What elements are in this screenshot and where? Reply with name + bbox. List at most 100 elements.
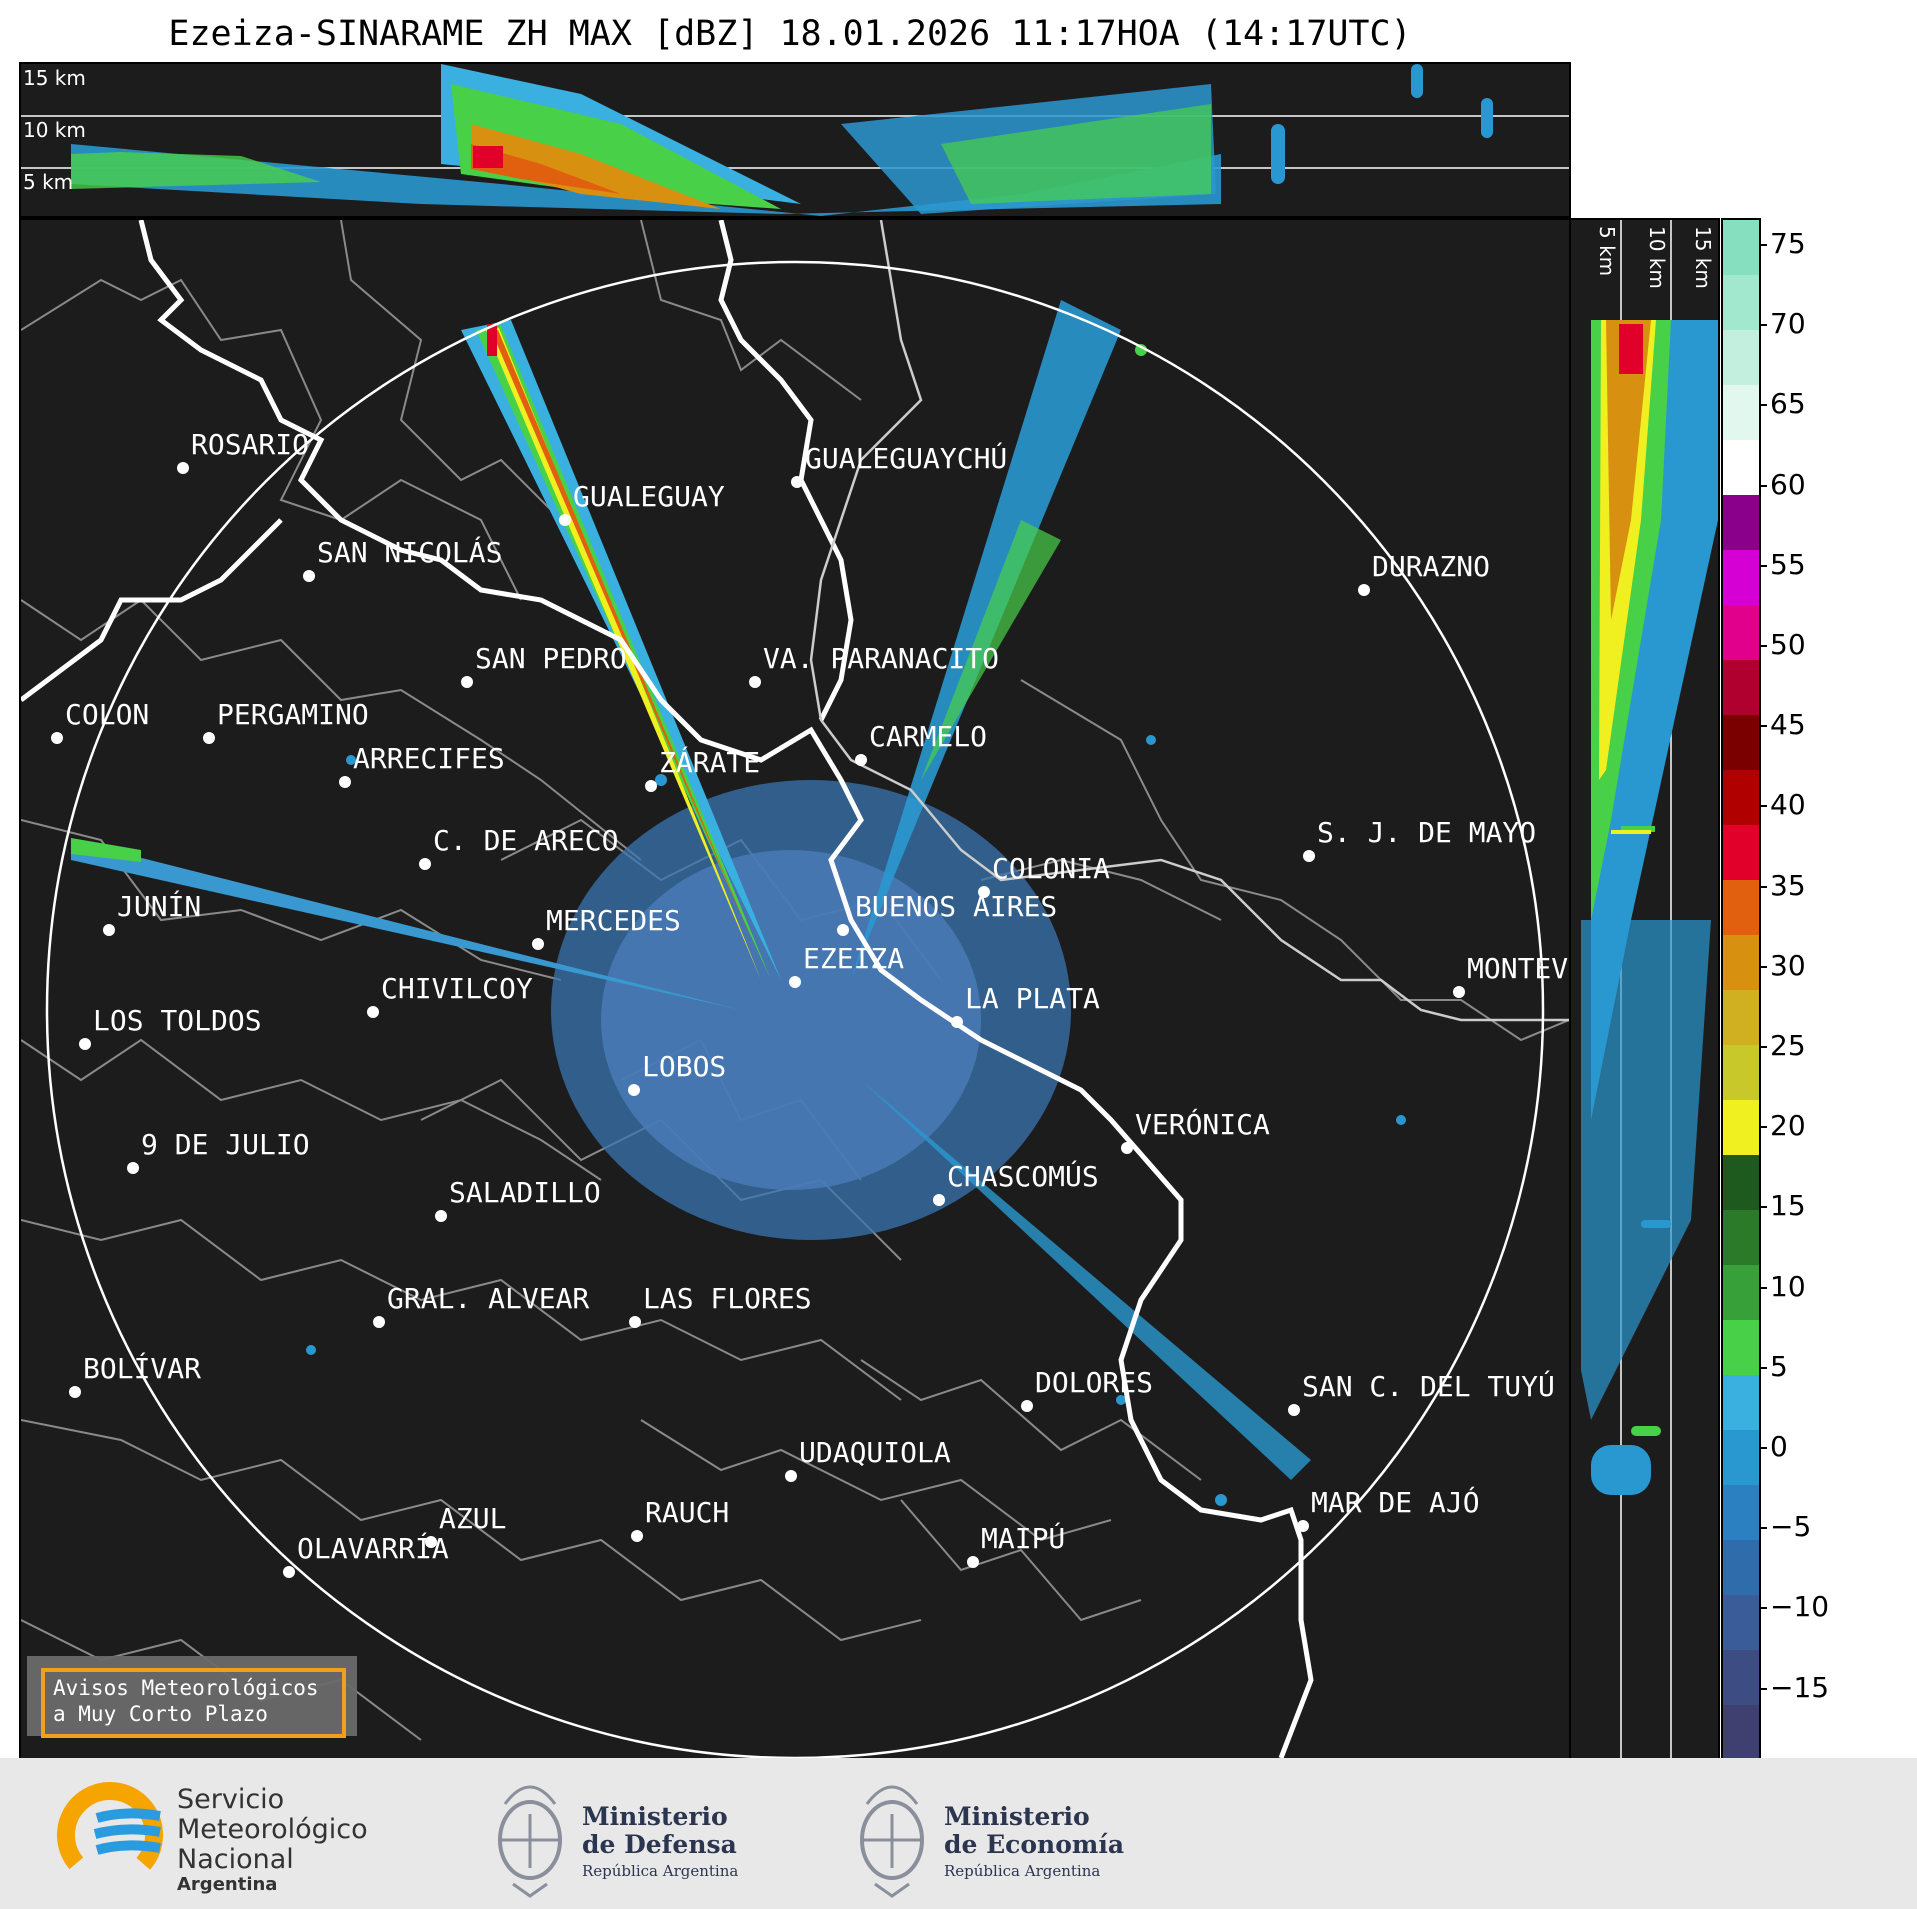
city-dot-bol-var: [69, 1386, 81, 1398]
smn-name-line4: Argentina: [177, 1874, 278, 1895]
city-label-san-c-del-tuy: SAN C. DEL TUYÚ: [1302, 1369, 1555, 1403]
city-label-chivilcoy: CHIVILCOY: [381, 972, 533, 1005]
footer: Servicio Meteorológico Nacional Argentin…: [0, 1758, 1917, 1909]
top-cross-section-plot: [21, 64, 1569, 216]
defensa-line1: Ministerio: [582, 1802, 728, 1831]
city-dot-lobos: [628, 1084, 640, 1096]
colorbar-segment: [1723, 1430, 1759, 1486]
city-label-colonia: COLONIA: [992, 852, 1110, 885]
city-label-san-pedro: SAN PEDRO: [475, 642, 627, 675]
economia-line2: de Economía: [944, 1830, 1125, 1859]
height-label-5km-right: 5 km: [1595, 226, 1619, 277]
colorbar-tick-label: 25: [1770, 1029, 1806, 1062]
colorbar-segment: [1723, 1705, 1759, 1761]
colorbar-tick-label: 30: [1770, 948, 1806, 982]
city-dot-san-c-del-tuy: [1288, 1404, 1300, 1416]
city-label-s-j-de-mayo: S. J. DE MAYO: [1317, 816, 1536, 849]
city-label-9-de-julio: 9 DE JULIO: [141, 1128, 310, 1161]
colorbar-segment: [1723, 1540, 1759, 1596]
smn-name-line1: Servicio: [177, 1784, 285, 1815]
colorbar-segment: [1723, 220, 1759, 276]
city-dot-san-pedro: [461, 676, 473, 688]
colorbar-segment: [1723, 1650, 1759, 1706]
height-label-15km: 15 km: [23, 66, 86, 90]
city-label-buenos-aires: BUENOS AIRES: [855, 890, 1057, 923]
city-label-va-paranacito: VA. PARANACITO: [763, 642, 999, 675]
city-label-rosario: ROSARIO: [191, 428, 309, 461]
colorbar-tick-mark: [1759, 1447, 1767, 1449]
city-dot-pergamino: [203, 732, 215, 744]
city-dot-mar-de-aj: [1297, 1520, 1309, 1532]
city-label-bol-var: BOLÍVAR: [83, 1351, 201, 1385]
city-dot-dolores: [1021, 1400, 1033, 1412]
city-label-san-nicol-s: SAN NICOLÁS: [317, 535, 502, 569]
city-dot-maip: [967, 1556, 979, 1568]
colorbar-segment: [1723, 275, 1759, 331]
notice-line2: a Muy Corto Plazo: [53, 1702, 268, 1726]
colorbar-tick-mark: [1759, 404, 1767, 407]
colorbar-segment: [1723, 1485, 1759, 1541]
city-dot-gral-alvear: [373, 1316, 385, 1328]
colorbar-tick-mark: [1759, 885, 1767, 888]
colorbar-tick-label: 0: [1770, 1430, 1788, 1463]
city-dot-ezeiza: [789, 976, 801, 988]
city-label-ezeiza: EZEIZA: [803, 942, 904, 975]
city-label-carmelo: CARMELO: [869, 720, 987, 753]
city-label-dolores: DOLORES: [1035, 1366, 1153, 1399]
city-dot-la-plata: [951, 1016, 963, 1028]
defensa-coat-of-arms-icon: [498, 1785, 562, 1898]
colorbar-tick-label: −10: [1770, 1590, 1830, 1624]
colorbar-tick-mark: [1759, 1286, 1767, 1289]
city-dot-ver-nica: [1121, 1142, 1133, 1154]
colorbar-segment: [1723, 825, 1759, 881]
notice-line1: Avisos Meteorológicos: [53, 1676, 319, 1700]
colorbar-tick-mark: [1759, 645, 1767, 647]
colorbar-segment: [1723, 770, 1759, 826]
city-dot-montev: [1453, 986, 1465, 998]
colorbar-segment: [1723, 660, 1759, 716]
city-label-la-plata: LA PLATA: [965, 982, 1100, 1015]
city-dot-z-rate: [645, 780, 657, 792]
colorbar-tick-mark: [1759, 1527, 1767, 1530]
city-label-saladillo: SALADILLO: [449, 1176, 601, 1209]
colorbar-tick-label: 45: [1770, 708, 1806, 742]
colorbar-tick-label: 55: [1770, 547, 1806, 581]
right-cross-section-plot: [1581, 220, 1718, 1758]
city-label-los-toldos: LOS TOLDOS: [93, 1004, 262, 1037]
city-dot-rosario: [177, 462, 189, 474]
colorbar-tick-label: 60: [1770, 467, 1806, 501]
colorbar-tick-label: 15: [1770, 1189, 1806, 1223]
colorbar-tick-mark: [1759, 725, 1767, 728]
colorbar-tick-label: −5: [1770, 1510, 1812, 1544]
colorbar-tick-mark: [1759, 1206, 1767, 1209]
colorbar-segment: [1723, 935, 1759, 991]
colorbar-segment: [1723, 330, 1759, 386]
city-dot-arrecifes: [339, 776, 351, 788]
colorbar-tick-label: 5: [1770, 1349, 1788, 1383]
city-dot-c-de-areco: [419, 858, 431, 870]
colorbar-tick-mark: [1759, 1046, 1767, 1048]
colorbar-segment: [1723, 990, 1759, 1046]
city-label-las-flores: LAS FLORES: [643, 1282, 812, 1315]
colorbar-segment: [1723, 605, 1759, 661]
smn-logo-icon: [57, 1782, 163, 1888]
city-dot-los-toldos: [79, 1038, 91, 1050]
city-label-colon: COLON: [65, 698, 149, 731]
city-label-lobos: LOBOS: [642, 1050, 726, 1083]
city-label-mar-de-aj: MAR DE AJÓ: [1311, 1485, 1480, 1519]
city-label-ver-nica: VERÓNICA: [1135, 1107, 1270, 1141]
colorbar: [1721, 218, 1761, 1762]
colorbar-segment: [1723, 1210, 1759, 1266]
colorbar-tick-label: −15: [1770, 1670, 1830, 1704]
city-label-jun-n: JUNÍN: [117, 889, 201, 923]
city-label-chascom-s: CHASCOMÚS: [947, 1159, 1099, 1193]
height-label-15km-right: 15 km: [1691, 226, 1715, 289]
city-dot-saladillo: [435, 1210, 447, 1222]
colorbar-tick-mark: [1759, 564, 1767, 567]
economia-coat-of-arms-icon: [860, 1785, 924, 1898]
colorbar-segment: [1723, 495, 1759, 551]
city-dot-va-paranacito: [749, 676, 761, 688]
colorbar-segment: [1723, 715, 1759, 771]
colorbar-tick-mark: [1759, 244, 1767, 246]
city-dot-las-flores: [629, 1316, 641, 1328]
